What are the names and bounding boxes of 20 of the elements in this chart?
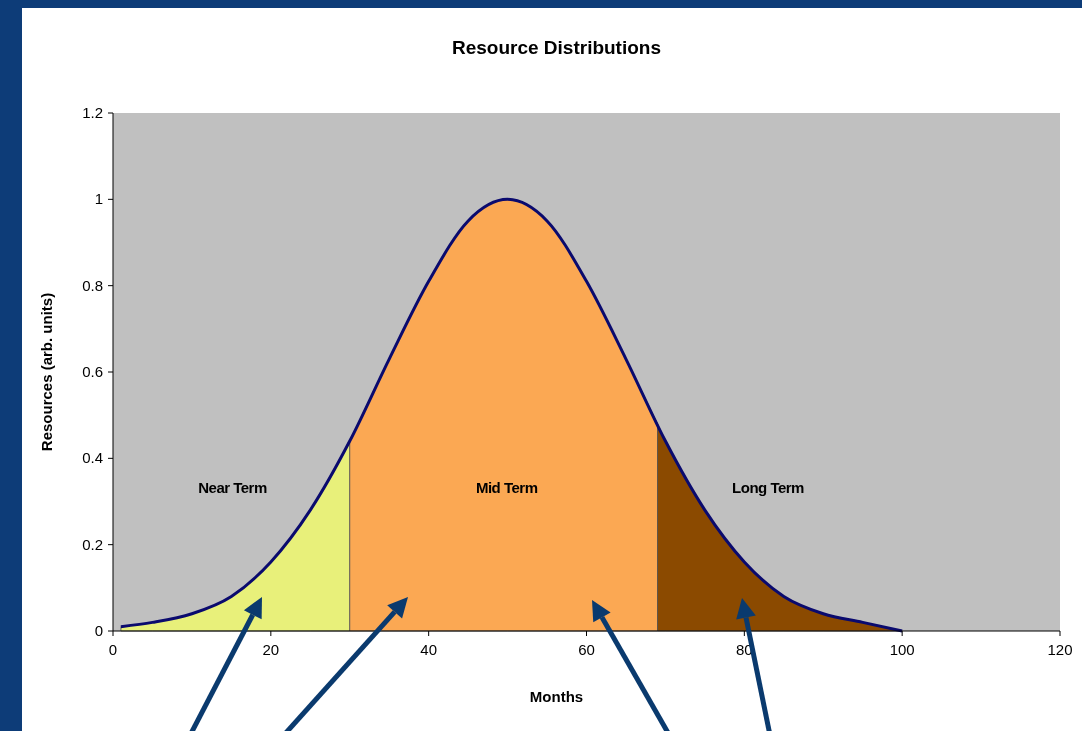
series-label: Mid Term xyxy=(475,478,538,496)
y-tick-label: 0.4 xyxy=(82,449,103,467)
y-tick-label: 1.2 xyxy=(82,104,103,121)
text: Long Term xyxy=(732,478,805,496)
y-tick-label: 1 xyxy=(94,190,103,208)
y-tick-label: 0.2 xyxy=(82,535,103,553)
y-tick-label: 0.6 xyxy=(82,363,103,380)
x-tick-label: 100 xyxy=(889,641,915,658)
x-axis-title: Months xyxy=(529,688,584,705)
x-tick-label: 20 xyxy=(262,641,280,658)
y-tick-label: 0.8 xyxy=(82,276,103,294)
x-tick-label: 60 xyxy=(578,641,595,658)
y-axis-title: Resources (arb. units) xyxy=(38,292,55,452)
x-tick-label: 40 xyxy=(420,641,438,658)
line-series xyxy=(119,197,904,633)
y-tick-label: 0 xyxy=(94,622,103,639)
text: Near Term xyxy=(198,478,267,496)
x-tick-label: 0 xyxy=(108,641,118,658)
chart-title: Resource Distributions xyxy=(451,37,662,58)
x-tick-label: 120 xyxy=(1047,641,1073,658)
